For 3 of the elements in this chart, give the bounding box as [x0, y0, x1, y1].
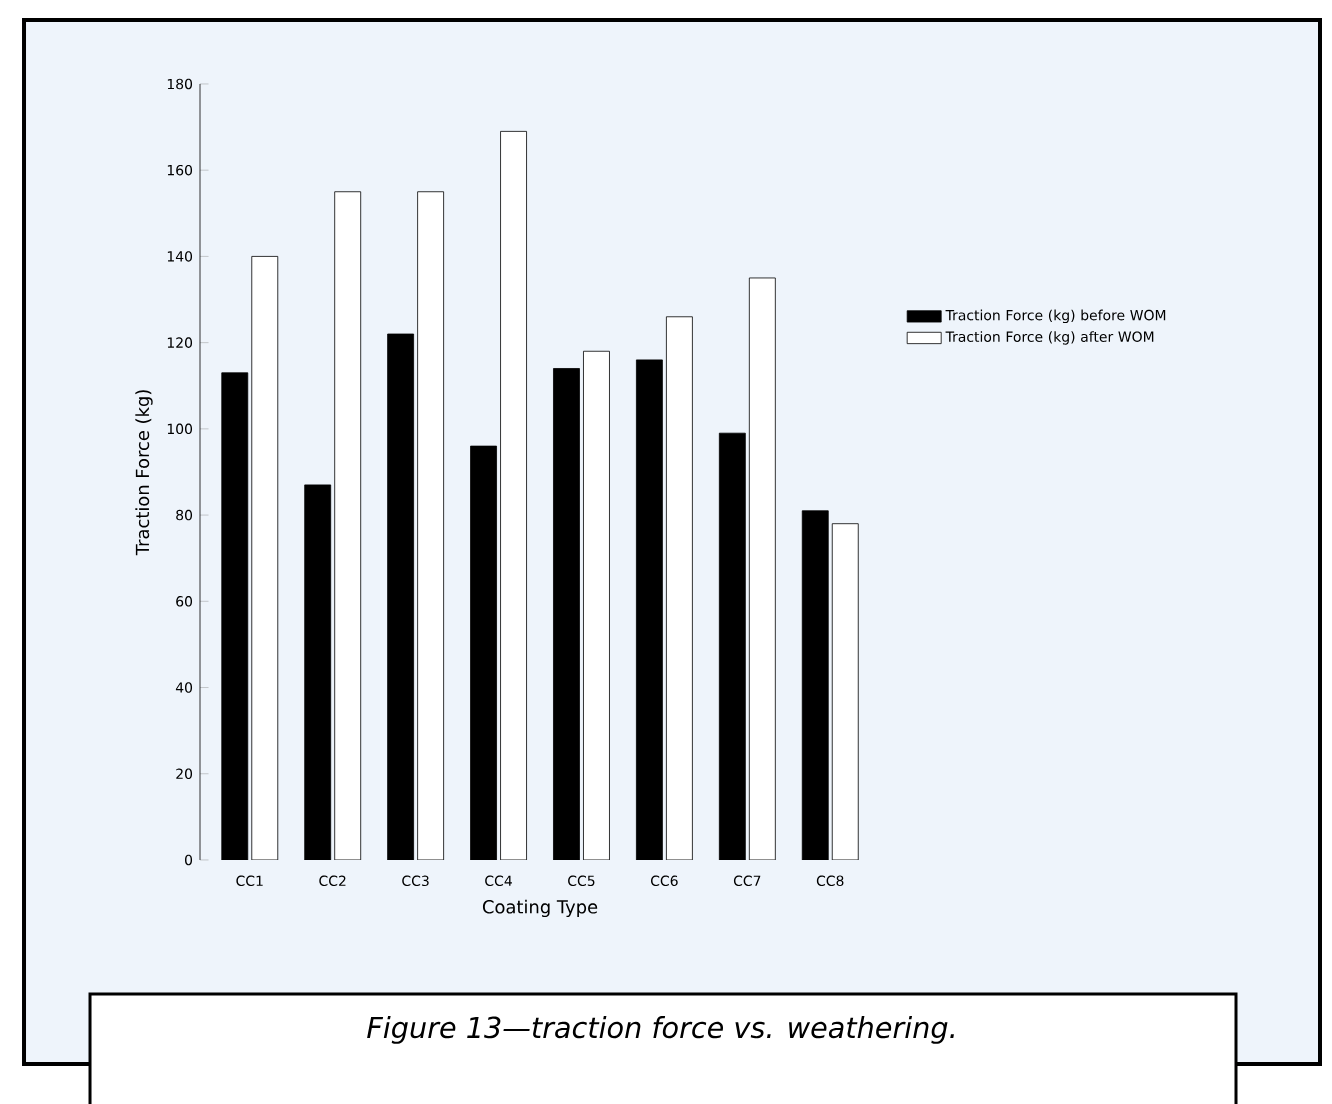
text: Figure 13—traction force vs. weathering.	[367, 1016, 954, 1044]
y-axis-title: Traction Force (kg)	[135, 390, 153, 556]
x-axis-title: Coating Type	[482, 899, 598, 918]
